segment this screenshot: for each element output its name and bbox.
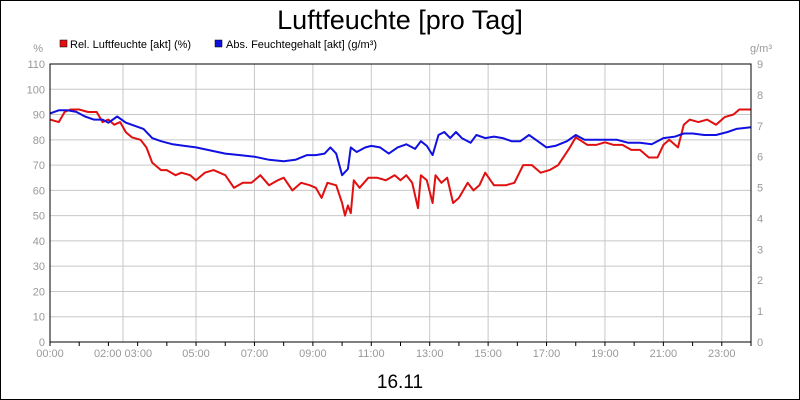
y-right-tick-label: 4 xyxy=(757,213,763,225)
series-line-rel-humidity xyxy=(49,108,751,217)
grid xyxy=(50,64,751,342)
x-tick-label: 19:00 xyxy=(591,348,619,360)
y-left-tick-label: 110 xyxy=(27,59,45,71)
y-right-tick-label: 5 xyxy=(757,183,763,195)
chart-title: Luftfeuchte [pro Tag] xyxy=(277,5,523,35)
x-tick-label: 00:00 xyxy=(36,348,64,360)
date-label: 16.11 xyxy=(377,372,423,393)
y-right-tick-label: 3 xyxy=(757,244,763,256)
y-left-unit: % xyxy=(33,43,43,55)
y-left-tick-label: 60 xyxy=(33,185,45,197)
legend-label-abs: Abs. Feuchtegehalt [akt] (g/m³) xyxy=(226,39,377,51)
x-tick-label: 05:00 xyxy=(182,348,210,360)
x-tick-label: 07:00 xyxy=(241,348,269,360)
y-left-tick-label: 80 xyxy=(33,135,45,147)
x-tick-label: 11:00 xyxy=(358,348,385,360)
y-left-tick-label: 30 xyxy=(33,261,45,273)
x-tick-label: 02:00 03:00 xyxy=(94,348,152,360)
y-left-tick-label: 50 xyxy=(33,211,45,223)
y-right-tick-label: 2 xyxy=(757,275,763,287)
y-left-tick-label: 40 xyxy=(33,236,45,248)
x-tick-label: 23:00 xyxy=(708,348,736,360)
x-tick-label: 15:00 xyxy=(474,348,502,360)
x-tick-label: 13:00 xyxy=(416,348,444,360)
axis-ticks: 0 10 20 30 40 50 60 70 80 90 100 110 0 1 2 3 4 5 6 7 8 9 00:00… xyxy=(27,59,763,360)
y-right-tick-label: 8 xyxy=(757,90,763,102)
series-lines xyxy=(49,108,752,217)
legend-swatch-rel xyxy=(59,39,68,48)
plot-area xyxy=(49,63,752,343)
y-right-unit: g/m³ xyxy=(750,43,772,55)
y-left-tick-label: 10 xyxy=(33,312,45,324)
series-line-abs-humidity xyxy=(49,109,752,177)
y-left-tick-label: 20 xyxy=(33,286,45,298)
y-left-tick-label: 0 xyxy=(39,337,45,349)
y-left-tick-label: 70 xyxy=(33,160,45,172)
y-left-tick-label: 90 xyxy=(33,110,45,122)
y-left-tick-label: 100 xyxy=(27,84,45,96)
x-tick-label: 17:00 xyxy=(533,348,561,360)
y-right-tick-label: 9 xyxy=(757,59,763,71)
legend-swatch-abs xyxy=(214,39,223,48)
y-right-tick-label: 1 xyxy=(757,306,763,318)
x-tick-label: 21:00 xyxy=(650,348,678,360)
x-tick-label: 09:00 xyxy=(299,348,327,360)
y-right-tick-label: 6 xyxy=(757,152,763,164)
y-right-tick-label: 7 xyxy=(757,121,763,133)
y-right-tick-label: 0 xyxy=(757,337,763,349)
legend-label-rel: Rel. Luftfeuchte [akt] (%) xyxy=(70,39,191,51)
